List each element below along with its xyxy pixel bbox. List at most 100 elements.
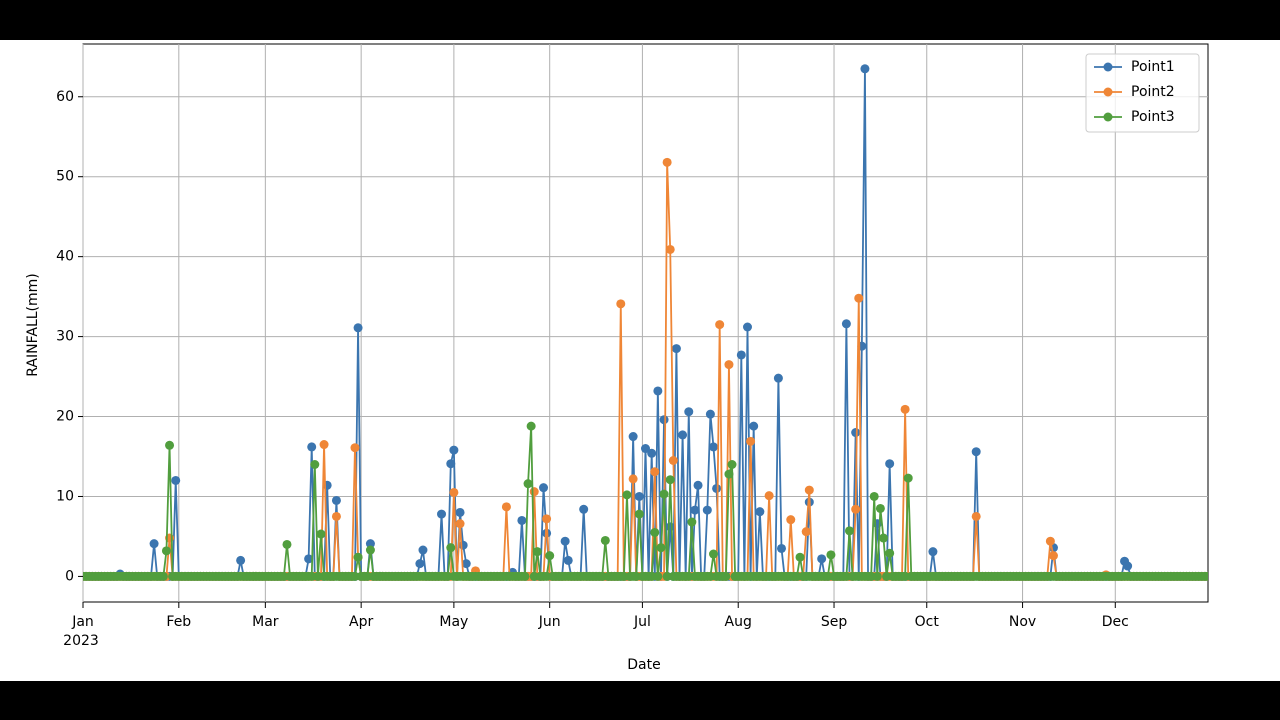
point <box>158 571 168 581</box>
point <box>650 527 660 537</box>
point <box>616 299 626 309</box>
point <box>971 447 981 457</box>
point <box>647 571 657 581</box>
point <box>149 539 159 549</box>
point <box>851 504 861 514</box>
point <box>928 547 938 557</box>
x-tick-label: Aug <box>725 614 752 630</box>
point <box>684 407 694 417</box>
point <box>415 559 425 569</box>
y-tick-label: 30 <box>56 329 74 345</box>
point <box>307 442 317 452</box>
x-tick-label: Nov <box>1009 614 1036 630</box>
point <box>875 503 885 513</box>
point <box>622 490 632 500</box>
point <box>313 571 323 581</box>
point <box>310 459 320 469</box>
legend-label: Point2 <box>1131 84 1175 100</box>
point <box>903 473 913 483</box>
legend-label: Point1 <box>1131 59 1175 75</box>
x-tick-label: Jul <box>633 614 651 630</box>
point <box>563 555 573 565</box>
point <box>878 533 888 543</box>
x-axis-label: Date <box>627 657 660 673</box>
point <box>801 527 811 537</box>
point <box>165 440 175 450</box>
point <box>634 509 644 519</box>
point <box>687 517 697 527</box>
legend-label: Point3 <box>1131 109 1175 125</box>
point <box>501 502 511 512</box>
point <box>659 415 669 425</box>
point <box>171 475 181 485</box>
point <box>804 485 814 495</box>
point <box>631 571 641 581</box>
point <box>539 483 549 493</box>
point <box>560 536 570 546</box>
point <box>529 487 539 497</box>
legend-box <box>1085 53 1200 133</box>
point <box>526 421 536 431</box>
point <box>362 571 372 581</box>
y-axis-label: RAINFALL(mm) <box>25 273 41 376</box>
point <box>708 442 718 452</box>
point <box>520 571 530 581</box>
point <box>841 571 851 581</box>
point <box>653 571 663 581</box>
point <box>236 555 246 565</box>
point <box>418 545 428 555</box>
point <box>708 549 718 559</box>
point <box>307 571 317 581</box>
point <box>671 344 681 354</box>
point <box>690 505 700 515</box>
point <box>331 511 341 521</box>
x-tick-label: Mar <box>252 614 279 630</box>
point <box>665 522 675 532</box>
point <box>724 360 734 370</box>
point <box>628 474 638 484</box>
point <box>702 505 712 515</box>
point <box>866 571 876 581</box>
series <box>83 421 1208 581</box>
point <box>844 526 854 536</box>
legend-marker <box>1103 87 1113 97</box>
point <box>792 571 802 581</box>
point <box>653 386 663 396</box>
x-year-label: 2023 <box>63 633 99 649</box>
point <box>795 552 805 562</box>
point <box>597 571 607 581</box>
point <box>542 571 552 581</box>
point <box>279 571 289 581</box>
x-tick-label: Apr <box>349 614 373 630</box>
point <box>860 64 870 74</box>
y-tick-label: 0 <box>65 568 74 584</box>
point <box>437 509 447 519</box>
point <box>523 479 533 489</box>
point <box>826 550 836 560</box>
point <box>529 571 539 581</box>
point <box>600 535 610 545</box>
point <box>331 495 341 505</box>
point <box>693 480 703 490</box>
point <box>724 469 734 479</box>
y-tick-label: 20 <box>56 409 74 425</box>
point <box>1123 561 1133 571</box>
x-tick-label: Jun <box>538 614 561 630</box>
point <box>971 511 981 521</box>
point <box>628 432 638 442</box>
point <box>641 444 650 454</box>
point <box>817 554 827 564</box>
point <box>458 540 468 550</box>
point <box>786 515 796 525</box>
point <box>678 430 688 440</box>
point <box>721 571 731 581</box>
y-tick-label: 60 <box>56 89 74 105</box>
point <box>542 514 552 524</box>
point <box>712 483 722 493</box>
point <box>446 543 456 553</box>
point <box>872 571 882 581</box>
point <box>350 443 360 453</box>
point <box>776 543 786 553</box>
point <box>705 409 715 419</box>
